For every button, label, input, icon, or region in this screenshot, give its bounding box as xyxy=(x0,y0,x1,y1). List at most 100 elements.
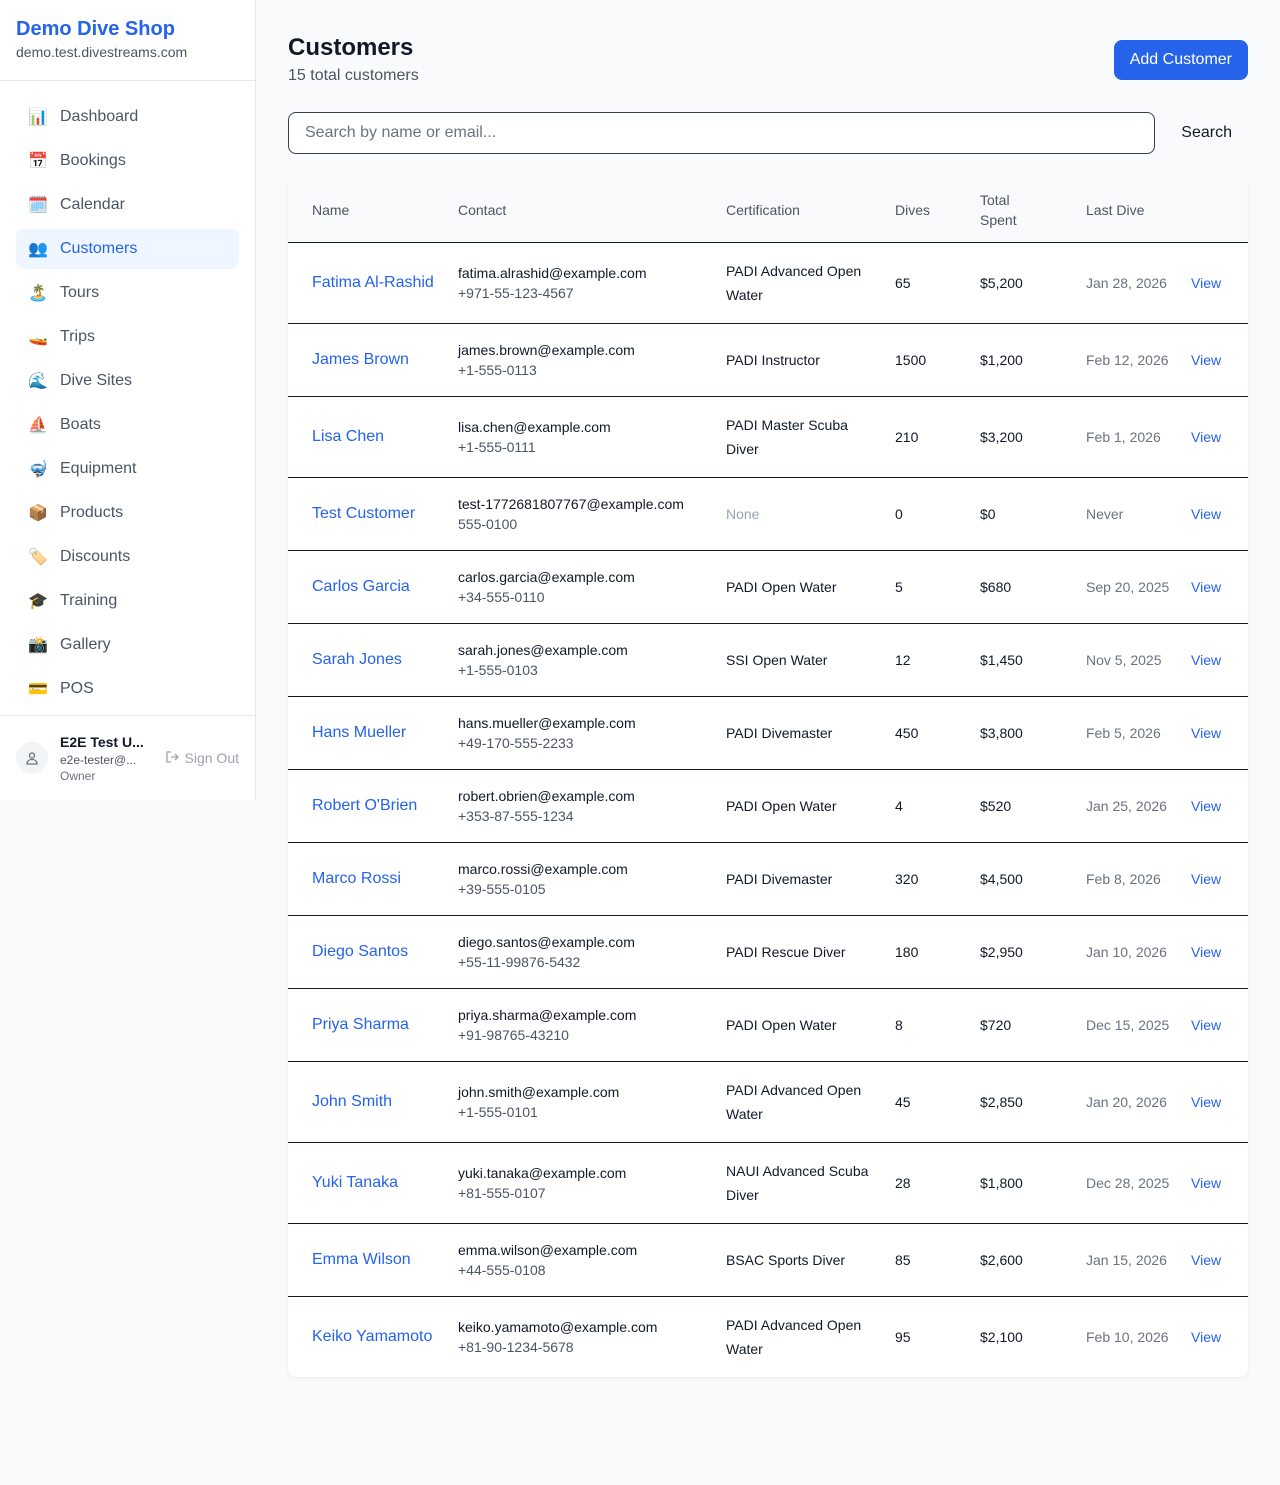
last-dive: Feb 1, 2026 xyxy=(1086,396,1191,478)
customer-name-link[interactable]: Diego Santos xyxy=(288,915,458,989)
add-customer-button[interactable]: Add Customer xyxy=(1113,40,1248,80)
certification: None xyxy=(726,477,895,551)
view-link[interactable]: View xyxy=(1191,988,1248,1062)
table-row: Emma Wilson emma.wilson@example.com +44-5… xyxy=(288,1223,1248,1297)
sidebar-item-discounts[interactable]: 🏷️ Discounts xyxy=(16,537,239,577)
certification: PADI Rescue Diver xyxy=(726,915,895,989)
total-spent: $3,200 xyxy=(980,396,1086,478)
dives: 4 xyxy=(895,769,980,843)
certification: PADI Divemaster xyxy=(726,696,895,770)
user-name: E2E Test U... xyxy=(60,734,144,750)
table-row: James Brown james.brown@example.com +1-55… xyxy=(288,323,1248,397)
customer-phone: +81-555-0107 xyxy=(458,1184,546,1201)
sidebar-item-pos[interactable]: 💳 POS xyxy=(16,669,239,709)
customer-name-link[interactable]: Robert O'Brien xyxy=(288,769,458,843)
customer-name-link[interactable]: Hans Mueller xyxy=(288,696,458,770)
sidebar-item-tours[interactable]: 🏝️ Tours xyxy=(16,273,239,313)
customer-phone: +1-555-0101 xyxy=(458,1103,538,1120)
sidebar-item-label: Dashboard xyxy=(60,108,139,125)
sidebar-item-trips[interactable]: 🚤 Trips xyxy=(16,317,239,357)
customer-name-link[interactable]: Marco Rossi xyxy=(288,842,458,916)
contact-cell: keiko.yamamoto@example.com +81-90-1234-56… xyxy=(458,1296,726,1377)
customer-name-link[interactable]: Sarah Jones xyxy=(288,623,458,697)
contact-cell: john.smith@example.com +1-555-0101 xyxy=(458,1061,726,1143)
equipment-icon: 🤿 xyxy=(28,461,48,478)
sidebar-item-customers[interactable]: 👥 Customers xyxy=(16,229,239,269)
customer-phone: +81-90-1234-5678 xyxy=(458,1338,574,1355)
contact-cell: sarah.jones@example.com +1-555-0103 xyxy=(458,623,726,697)
customer-email: lisa.chen@example.com xyxy=(458,418,611,435)
sidebar-item-dashboard[interactable]: 📊 Dashboard xyxy=(16,97,239,137)
view-link[interactable]: View xyxy=(1191,1061,1248,1143)
sidebar-item-label: Discounts xyxy=(60,548,131,565)
sidebar-item-label: Customers xyxy=(60,240,138,257)
sidebar-item-label: Products xyxy=(60,504,124,521)
total-spent: $2,950 xyxy=(980,915,1086,989)
contact-cell: priya.sharma@example.com +91-98765-43210 xyxy=(458,988,726,1062)
sidebar-item-dive-sites[interactable]: 🌊 Dive Sites xyxy=(16,361,239,401)
total-spent: $3,800 xyxy=(980,696,1086,770)
shop-name[interactable]: Demo Dive Shop xyxy=(16,18,175,40)
sidebar-item-calendar[interactable]: 🗓️ Calendar xyxy=(16,185,239,225)
customer-name-link[interactable]: John Smith xyxy=(288,1061,458,1143)
column-header-last-dive: Last Dive xyxy=(1086,178,1191,243)
last-dive: Feb 12, 2026 xyxy=(1086,323,1191,397)
user-avatar-icon xyxy=(16,742,48,774)
customer-name-link[interactable]: Priya Sharma xyxy=(288,988,458,1062)
customer-email: sarah.jones@example.com xyxy=(458,641,628,658)
customer-name-link[interactable]: Lisa Chen xyxy=(288,396,458,478)
total-spent: $1,200 xyxy=(980,323,1086,397)
dives: 95 xyxy=(895,1328,911,1345)
sidebar-item-products[interactable]: 📦 Products xyxy=(16,493,239,533)
customer-name-link[interactable]: Emma Wilson xyxy=(288,1223,458,1297)
contact-cell: james.brown@example.com +1-555-0113 xyxy=(458,323,726,397)
customer-name-link[interactable]: Test Customer xyxy=(288,477,458,551)
view-link[interactable]: View xyxy=(1191,696,1248,770)
certification: PADI Open Water xyxy=(726,550,895,624)
pos-icon: 💳 xyxy=(28,681,48,698)
customer-name-link[interactable]: James Brown xyxy=(288,323,458,397)
table-row: Fatima Al-Rashid fatima.alrashid@example… xyxy=(288,242,1248,324)
table-row: Priya Sharma priya.sharma@example.com +91… xyxy=(288,988,1248,1062)
customer-email: carlos.garcia@example.com xyxy=(458,568,635,585)
sign-out-label: Sign Out xyxy=(184,750,239,766)
sidebar-item-label: Tours xyxy=(60,284,100,301)
search-button[interactable]: Search xyxy=(1181,124,1232,141)
customer-phone: +44-555-0108 xyxy=(458,1261,546,1278)
view-link[interactable]: View xyxy=(1191,550,1248,624)
view-link[interactable]: View xyxy=(1191,477,1248,551)
view-link[interactable]: View xyxy=(1191,1142,1248,1224)
view-link[interactable]: View xyxy=(1191,842,1248,916)
view-link[interactable]: View xyxy=(1191,396,1248,478)
view-link[interactable]: View xyxy=(1191,1328,1222,1345)
customer-name-link[interactable]: Keiko Yamamoto xyxy=(312,1327,433,1345)
sidebar-item-boats[interactable]: ⛵ Boats xyxy=(16,405,239,445)
sidebar-item-bookings[interactable]: 📅 Bookings xyxy=(16,141,239,181)
last-dive: Never xyxy=(1086,477,1191,551)
total-spent: $5,200 xyxy=(980,242,1086,324)
sidebar-item-equipment[interactable]: 🤿 Equipment xyxy=(16,449,239,489)
sidebar-item-gallery[interactable]: 📸 Gallery xyxy=(16,625,239,665)
sidebar-item-label: Bookings xyxy=(60,152,126,169)
customer-name-link[interactable]: Carlos Garcia xyxy=(288,550,458,624)
customer-phone: +49-170-555-2233 xyxy=(458,734,574,751)
view-link[interactable]: View xyxy=(1191,1223,1248,1297)
view-link[interactable]: View xyxy=(1191,769,1248,843)
customer-name-link[interactable]: Fatima Al-Rashid xyxy=(288,242,458,324)
last-dive: Jan 10, 2026 xyxy=(1086,915,1191,989)
column-header-total-spent: Total Spent xyxy=(980,178,1086,243)
total-spent: $520 xyxy=(980,769,1086,843)
search-input[interactable] xyxy=(288,112,1155,154)
table-row: Robert O'Brien robert.obrien@example.com… xyxy=(288,769,1248,843)
sidebar-item-training[interactable]: 🎓 Training xyxy=(16,581,239,621)
column-header-name: Name xyxy=(288,178,458,243)
customer-name-link[interactable]: Yuki Tanaka xyxy=(288,1142,458,1224)
main-content: Customers 15 total customers Add Custome… xyxy=(288,32,1248,1377)
view-link[interactable]: View xyxy=(1191,915,1248,989)
sign-out-button[interactable]: Sign Out xyxy=(165,750,239,767)
view-link[interactable]: View xyxy=(1191,323,1248,397)
column-header-contact: Contact xyxy=(458,178,726,243)
view-link[interactable]: View xyxy=(1191,623,1248,697)
total-spent: $720 xyxy=(980,988,1086,1062)
view-link[interactable]: View xyxy=(1191,242,1248,324)
